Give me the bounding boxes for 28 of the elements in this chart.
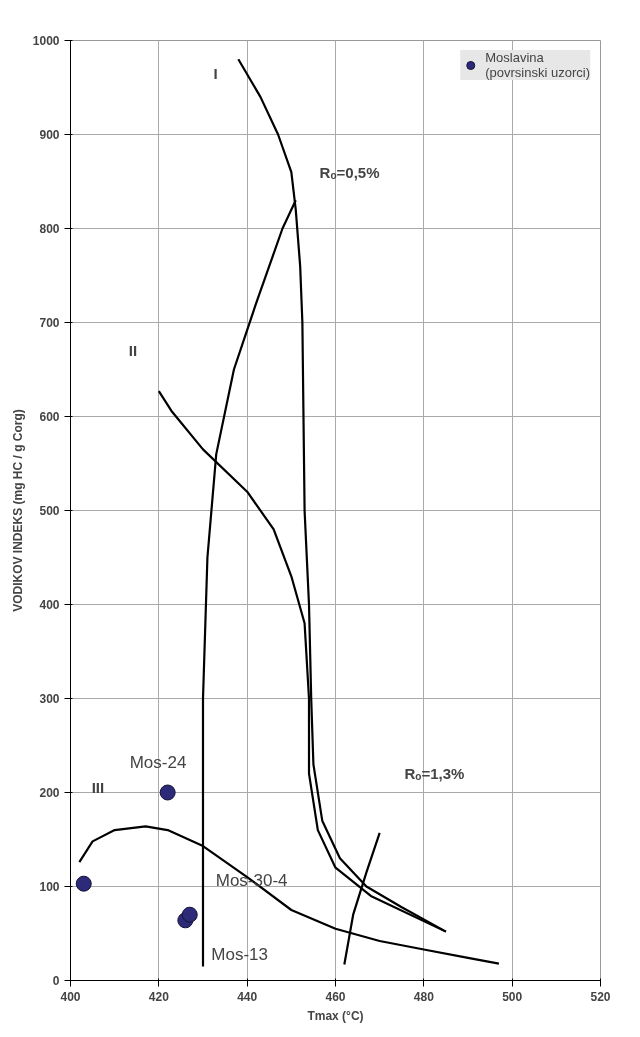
x-tick-label: 480 [413,989,435,1004]
y-tick-label: 100 [39,880,60,894]
annotation: Rₒ=0,5% [319,163,380,181]
y-axis-title: VODIKOV INDEKS (mg HC / g Corg) [10,409,25,612]
x-axis-title: Tmax (°C) [307,1008,364,1023]
y-tick-label: 200 [39,786,60,800]
x-tick-label: 460 [325,989,346,1004]
y-tick-label: 600 [39,410,60,424]
y-tick-label: 700 [39,316,60,330]
y-tick-label: 300 [39,692,60,706]
annotation: II [128,342,138,360]
legend-label: Moslavina (povrsinski uzorci) [485,50,590,80]
y-tick-label: 400 [39,598,60,612]
y-tick-label: 800 [39,222,60,236]
x-tick-label: 520 [590,989,611,1004]
y-tick-label: 0 [52,974,60,988]
y-tick-label: 500 [39,504,60,518]
annotation: I [213,64,218,82]
x-tick-label: 400 [60,989,81,1004]
annotation: Rₒ=1,3% [404,765,465,783]
annotation: III [91,779,105,797]
y-tick-label: 1000 [32,34,60,48]
y-tick-label: 900 [39,128,60,142]
x-tick-label: 440 [237,989,258,1004]
x-tick-label: 420 [148,989,170,1004]
x-tick-label: 500 [502,989,523,1004]
annotation: Mos-24 [129,753,187,772]
annotation: Mos-13 [211,944,269,964]
